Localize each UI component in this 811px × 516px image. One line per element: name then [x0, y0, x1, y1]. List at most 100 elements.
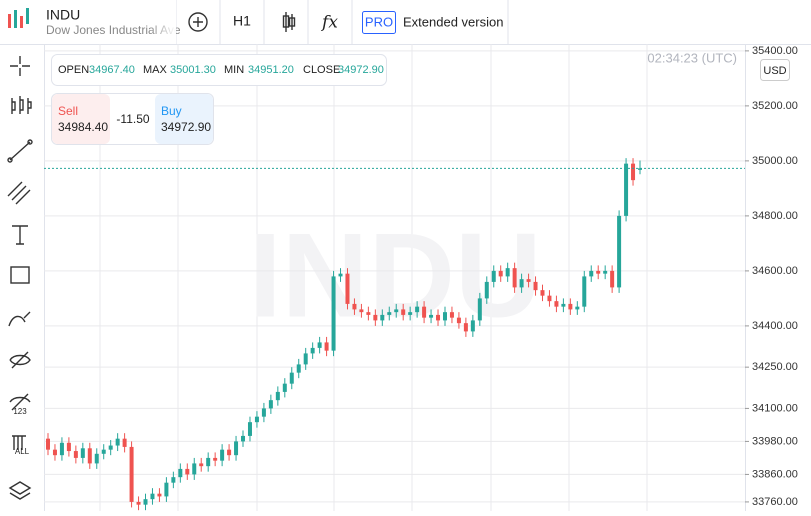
candle-body [345, 273, 350, 304]
candle-body [624, 163, 629, 216]
extended-version[interactable]: Extended version [403, 14, 503, 29]
candle-body [254, 416, 259, 423]
candle-body [178, 468, 183, 478]
candle-body [477, 298, 482, 321]
candle-body [596, 270, 601, 274]
symbol: INDU [46, 7, 80, 23]
candle-body [94, 453, 99, 464]
candle-body [80, 448, 85, 458]
candle-body [380, 314, 385, 321]
candle-body [415, 306, 420, 313]
candle-body [164, 482, 169, 497]
y-tick-label: 34250.00 [752, 361, 798, 373]
candle-body [122, 438, 127, 447]
candle-body [442, 312, 447, 321]
currency[interactable]: USD [763, 65, 786, 77]
y-tick-label: 34600.00 [752, 265, 798, 277]
close-label: CLOSE [303, 64, 340, 76]
candle-body [401, 309, 406, 315]
candle-body [324, 342, 329, 351]
candle-body [547, 295, 552, 302]
candle-body [603, 270, 608, 274]
y-tick-label: 33860.00 [752, 468, 798, 480]
candle-body [436, 314, 441, 321]
close-value: 34972.90 [338, 64, 384, 76]
y-tick-label: 33980.00 [752, 435, 798, 447]
candle-body [143, 499, 148, 505]
y-tick-label: 35200.00 [752, 100, 798, 112]
clock: 02:34:23 (UTC) [647, 50, 737, 65]
sidebar-123: 123 [13, 407, 27, 416]
sell-price[interactable]: 34984.40 [58, 120, 108, 134]
logo [8, 8, 29, 28]
sidebar-all: ALL [15, 447, 30, 456]
pro-badge[interactable] [362, 11, 396, 34]
candle-body [617, 215, 622, 288]
buy-button[interactable] [155, 94, 213, 144]
candle-body [59, 442, 64, 456]
candle-body [241, 435, 246, 442]
chart-type-button[interactable] [282, 12, 296, 32]
interval-button[interactable]: H1 [233, 13, 251, 29]
candle-body [505, 268, 510, 277]
candle-body [519, 279, 524, 288]
max-label: MAX [143, 64, 168, 76]
candle-body [101, 449, 106, 454]
candle-body [561, 303, 566, 307]
candle-body [115, 438, 120, 446]
candle-body [533, 281, 538, 291]
pro-label[interactable]: PRO [365, 14, 393, 29]
candle-body [87, 448, 92, 464]
max-value: 35001.30 [170, 64, 216, 76]
candle-body [373, 314, 378, 321]
candle-body [282, 383, 287, 392]
currency-box[interactable] [760, 59, 790, 81]
candle-body [394, 309, 399, 313]
candle-body [296, 364, 301, 373]
add-indicator-button[interactable] [188, 12, 208, 32]
indicators-button[interactable]: fx [320, 13, 338, 33]
spread: -11.50 [116, 112, 149, 126]
candle-body [408, 312, 413, 315]
y-tick-label: 35000.00 [752, 155, 798, 167]
candle-body [582, 276, 587, 307]
candle-body [150, 493, 155, 500]
candle-body [429, 314, 434, 318]
candle-body [66, 442, 71, 452]
watermark: INDU [248, 209, 541, 343]
candle-body [206, 457, 211, 467]
sidebar-tools[interactable] [7, 56, 33, 500]
candle-body [220, 449, 225, 461]
candle-body [52, 449, 57, 456]
sell-button[interactable] [52, 94, 110, 144]
open-value: 34967.40 [89, 64, 135, 76]
buy-label[interactable]: Buy [161, 104, 182, 118]
candle-body [359, 309, 364, 313]
candle-body [338, 273, 343, 277]
candle-body [498, 270, 503, 277]
sell-label[interactable]: Sell [58, 104, 78, 118]
candle-body [275, 391, 280, 401]
candle-body [456, 317, 461, 324]
candle-body [171, 477, 176, 483]
y-tick-label: 34100.00 [752, 402, 798, 414]
candle-body [317, 342, 322, 348]
candle-body [73, 451, 78, 458]
open-label: OPEN [58, 64, 89, 76]
ohlc-text: OPEN 34967.40 MAX 35001.30 MIN 34951.20 … [58, 64, 384, 76]
buy-price[interactable]: 34972.90 [161, 120, 211, 134]
candle-body [491, 270, 496, 282]
candle-body [136, 501, 141, 505]
candle-body [352, 303, 357, 310]
candle-body [575, 306, 580, 310]
candle-body [631, 163, 636, 181]
candle-body [227, 449, 232, 456]
candle-body [638, 168, 642, 170]
candle-body [108, 445, 113, 450]
toolbar [0, 0, 811, 44]
candle-body [449, 312, 454, 318]
candle-body [268, 400, 273, 409]
min-label: MIN [224, 64, 244, 76]
